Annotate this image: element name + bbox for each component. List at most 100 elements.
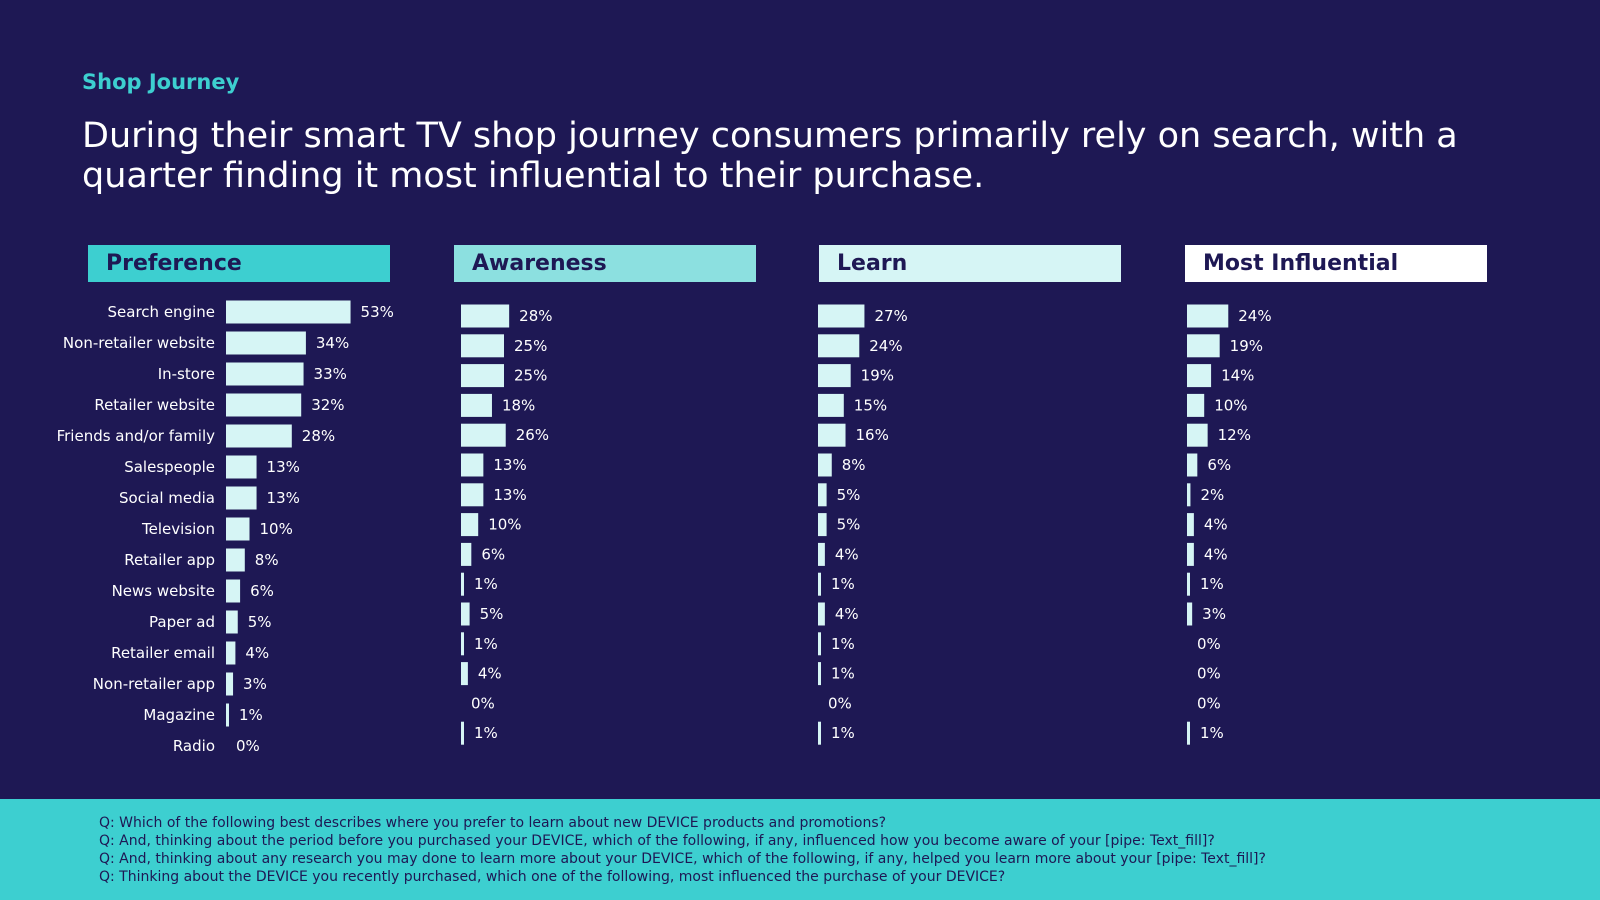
category-label-television: Television [141,520,215,538]
value-label-preference-retailer-email: 4% [245,644,269,662]
value-label-learn-in-store: 19% [861,367,894,385]
bar-chart: Search engine Non-retailer website In-stor… [57,300,1272,755]
bar-preference-social-media [226,486,257,510]
value-label-most-influential-non-retailer-website: 19% [1230,337,1263,355]
category-label-news-website: News website [112,582,215,600]
value-label-awareness-retailer-email: 1% [474,635,498,653]
category-label-radio: Radio [173,737,215,755]
value-label-awareness-search-engine: 28% [519,307,552,325]
bar-preference-retailer-website [226,393,302,417]
value-label-awareness-salespeople: 13% [493,456,526,474]
value-label-learn-social-media: 5% [837,486,861,504]
category-label-in-store: In-store [158,365,215,383]
value-label-learn-television: 5% [837,516,861,534]
bar-learn-retailer-app [818,542,825,566]
value-label-preference-in-store: 33% [314,365,347,383]
bar-preference-magazine [226,703,229,727]
value-label-most-influential-friends-and-or-family: 12% [1218,426,1251,444]
footer-question: Q: And, thinking about any research you … [99,851,1266,867]
value-label-most-influential-news-website: 1% [1200,575,1224,593]
value-label-most-influential-retailer-website: 10% [1214,396,1247,414]
bar-awareness-paper-ad [461,602,470,626]
value-label-learn-retailer-app: 4% [835,545,859,563]
value-label-preference-retailer-website: 32% [311,396,344,414]
value-label-preference-friends-and-or-family: 28% [302,427,335,445]
value-label-most-influential-retailer-app: 4% [1204,545,1228,563]
value-label-most-influential-magazine: 0% [1197,694,1221,712]
bar-awareness-in-store [461,364,504,388]
value-label-learn-retailer-website: 15% [854,396,887,414]
panel-header-most-influential: Most Influential [1185,245,1487,282]
value-label-learn-magazine: 0% [828,694,852,712]
bar-learn-friends-and-or-family [818,423,846,447]
value-label-learn-radio: 1% [831,724,855,742]
category-label-paper-ad: Paper ad [149,613,215,631]
category-label-retailer-app: Retailer app [124,551,215,569]
bar-learn-non-retailer-app [818,662,821,686]
bar-awareness-search-engine [461,304,510,328]
bar-most-influential-search-engine [1187,304,1229,328]
bar-awareness-retailer-website [461,393,492,417]
bar-learn-non-retailer-website [818,334,860,358]
value-label-preference-magazine: 1% [239,706,263,724]
category-label-non-retailer-website: Non-retailer website [63,334,215,352]
bar-learn-in-store [818,364,851,388]
bar-preference-friends-and-or-family [226,424,292,448]
value-label-preference-television: 10% [260,520,293,538]
bar-most-influential-non-retailer-website [1187,334,1220,358]
value-label-awareness-social-media: 13% [493,486,526,504]
bar-most-influential-paper-ad [1187,602,1193,626]
bar-awareness-social-media [461,483,484,507]
footer-question: Q: Which of the following best describes… [99,815,887,831]
bar-preference-retailer-app [226,548,245,572]
value-label-awareness-magazine: 0% [471,694,495,712]
bar-learn-retailer-website [818,393,844,417]
value-label-most-influential-salespeople: 6% [1207,456,1231,474]
bar-most-influential-news-website [1187,572,1190,596]
bar-awareness-friends-and-or-family [461,423,506,447]
bar-most-influential-salespeople [1187,453,1198,477]
value-label-most-influential-social-media: 2% [1200,486,1224,504]
value-label-preference-social-media: 13% [267,489,300,507]
value-label-learn-search-engine: 27% [874,307,907,325]
value-label-most-influential-television: 4% [1204,516,1228,534]
bar-awareness-retailer-app [461,542,472,566]
value-label-awareness-non-retailer-website: 25% [514,337,547,355]
value-label-most-influential-retailer-email: 0% [1197,635,1221,653]
value-label-most-influential-radio: 1% [1200,724,1224,742]
bar-learn-search-engine [818,304,865,328]
bar-awareness-television [461,513,479,537]
bar-learn-paper-ad [818,602,825,626]
value-label-most-influential-in-store: 14% [1221,367,1254,385]
bar-learn-salespeople [818,453,832,477]
value-label-awareness-television: 10% [488,516,521,534]
bar-learn-news-website [818,572,821,596]
value-label-preference-salespeople: 13% [267,458,300,476]
category-label-retailer-website: Retailer website [94,396,215,414]
value-label-awareness-radio: 1% [474,724,498,742]
bar-preference-in-store [226,362,304,386]
bar-learn-radio [818,721,821,745]
value-label-awareness-news-website: 1% [474,575,498,593]
value-label-most-influential-search-engine: 24% [1238,307,1271,325]
category-label-search-engine: Search engine [108,303,215,321]
bar-preference-non-retailer-app [226,672,234,696]
value-label-learn-non-retailer-app: 1% [831,665,855,683]
bar-preference-retailer-email [226,641,236,665]
bar-learn-social-media [818,483,827,507]
category-label-salespeople: Salespeople [124,458,215,476]
value-label-awareness-in-store: 25% [514,367,547,385]
panel-header-learn: Learn [819,245,1121,282]
bar-most-influential-retailer-website [1187,393,1205,417]
value-label-preference-radio: 0% [236,737,260,755]
value-label-preference-search-engine: 53% [361,303,394,321]
value-label-learn-salespeople: 8% [842,456,866,474]
value-label-learn-friends-and-or-family: 16% [856,426,889,444]
category-label-magazine: Magazine [143,706,215,724]
category-label-non-retailer-app: Non-retailer app [93,675,215,693]
bar-most-influential-television [1187,513,1194,537]
bar-preference-paper-ad [226,610,238,634]
bar-learn-retailer-email [818,632,821,656]
bar-preference-search-engine [226,300,351,324]
value-label-learn-retailer-email: 1% [831,635,855,653]
